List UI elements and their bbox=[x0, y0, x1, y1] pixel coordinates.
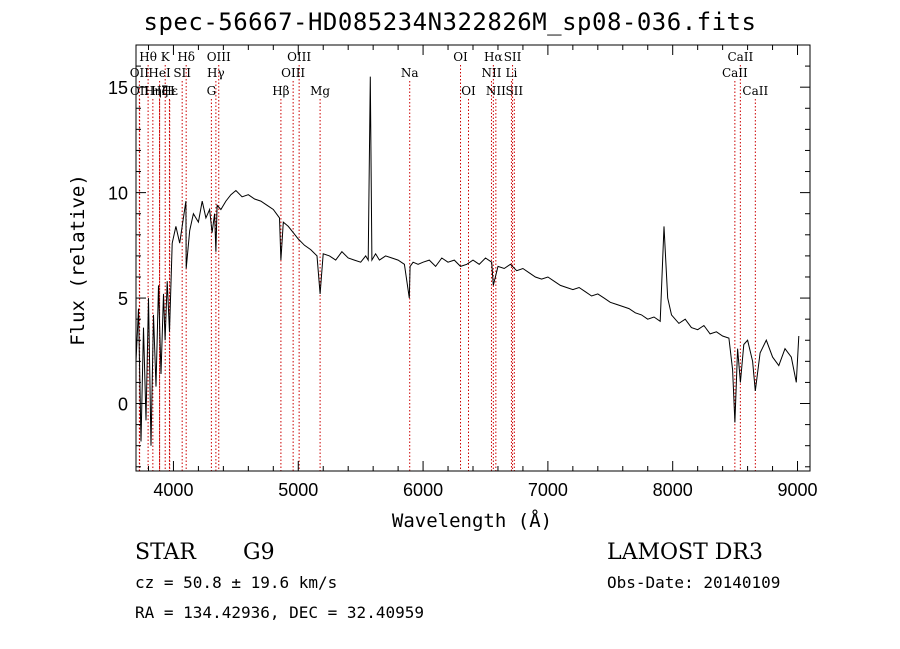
object-subclass: G9 bbox=[243, 540, 275, 565]
line-label: SII bbox=[505, 84, 523, 98]
line-label: Na bbox=[401, 66, 419, 80]
line-label: HeI bbox=[148, 66, 171, 80]
redshift-readout: cz = 50.8 ± 19.6 km/s bbox=[135, 573, 338, 592]
line-label: Hζ bbox=[151, 84, 168, 98]
line-label: Hβ bbox=[272, 84, 289, 98]
line-label: H bbox=[164, 84, 174, 98]
line-label: OI bbox=[461, 84, 476, 98]
y-axis-label: Flux (relative) bbox=[67, 174, 89, 346]
line-label: Hδ bbox=[177, 50, 195, 64]
x-tick-label: 6000 bbox=[403, 480, 443, 500]
line-label: OI bbox=[453, 50, 468, 64]
y-tick-label: 0 bbox=[118, 395, 128, 415]
line-label: OII bbox=[130, 84, 150, 98]
line-label: NII bbox=[486, 84, 506, 98]
y-tick-label: 15 bbox=[108, 78, 128, 98]
object-class: STAR bbox=[135, 540, 196, 565]
coordinates: RA = 134.42936, DEC = 32.40959 bbox=[135, 603, 424, 622]
plot-frame bbox=[135, 44, 811, 472]
survey-name: LAMOST DR3 bbox=[607, 540, 763, 565]
y-tick-label: 5 bbox=[118, 289, 128, 309]
line-label: Hα bbox=[484, 50, 503, 64]
line-label: G bbox=[207, 84, 217, 98]
axis-ticks: 4000 5000 6000 7000 8000 9000 0 5 10 15 bbox=[108, 44, 818, 500]
line-label: SII bbox=[173, 66, 191, 80]
line-markers bbox=[138, 65, 756, 471]
line-label: CaII bbox=[742, 84, 768, 98]
line-label: NII bbox=[481, 66, 501, 80]
line-label: Hη bbox=[144, 84, 162, 98]
line-label: Hθ bbox=[139, 50, 157, 64]
line-label: SII bbox=[504, 50, 522, 64]
obs-date: Obs-Date: 20140109 bbox=[607, 573, 781, 592]
line-label: Hε bbox=[161, 84, 178, 98]
spectrum-line bbox=[135, 76, 800, 446]
x-tick-label: 7000 bbox=[528, 480, 568, 500]
line-label: OII bbox=[130, 66, 150, 80]
line-label: OIII bbox=[281, 66, 305, 80]
x-tick-label: 5000 bbox=[278, 480, 318, 500]
x-tick-label: 9000 bbox=[777, 480, 817, 500]
line-label: CaII bbox=[727, 50, 753, 64]
line-label: Li bbox=[506, 66, 518, 80]
line-label: K bbox=[161, 50, 171, 64]
x-axis-label: Wavelength (Å) bbox=[391, 510, 553, 532]
line-label: Mg bbox=[310, 84, 330, 98]
line-label: CaII bbox=[722, 66, 748, 80]
y-tick-label: 10 bbox=[108, 184, 128, 204]
line-label: OIII bbox=[207, 50, 231, 64]
line-label: OIII bbox=[287, 50, 311, 64]
x-tick-label: 8000 bbox=[653, 480, 693, 500]
chart-title: spec-56667-HD085234N322826M_sp08-036.fit… bbox=[143, 8, 757, 36]
x-tick-label: 4000 bbox=[153, 480, 193, 500]
line-label: Hγ bbox=[207, 66, 225, 80]
